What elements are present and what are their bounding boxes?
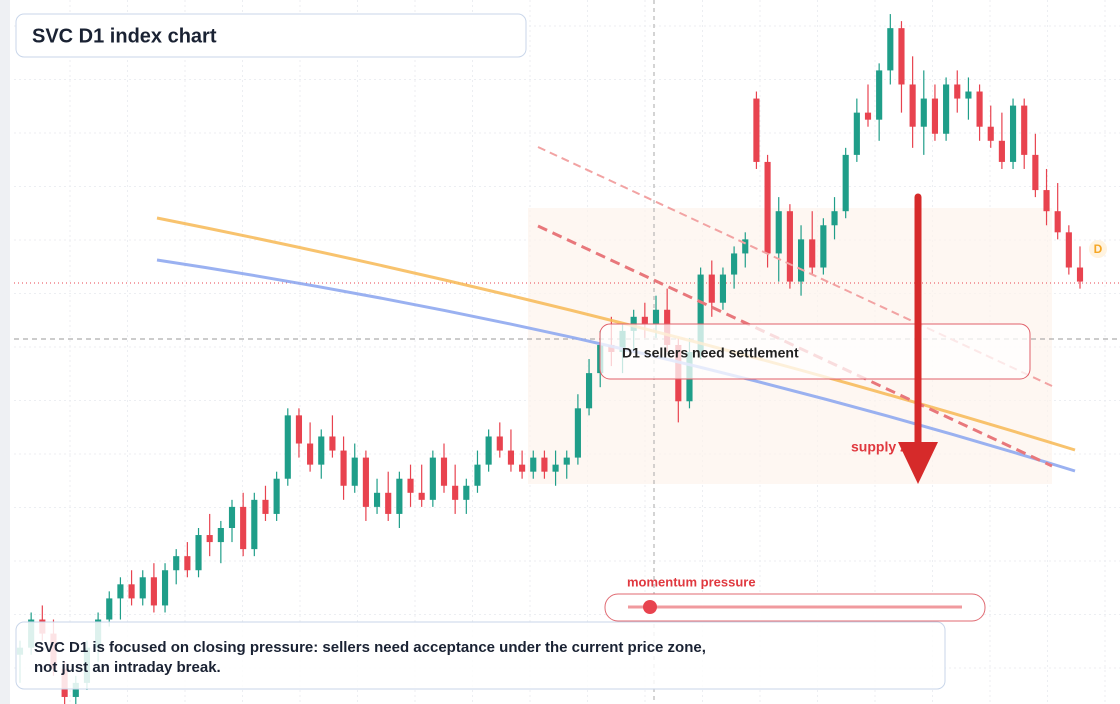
candle-body: [329, 436, 336, 451]
candle-body: [429, 457, 436, 500]
candle-body: [251, 499, 258, 550]
candle-body: [697, 274, 704, 352]
candle-body: [340, 450, 347, 486]
candle-body: [876, 70, 883, 120]
candle-body: [463, 485, 470, 500]
candle-body: [496, 436, 503, 451]
note-line: SVC D1 is focused on closing pressure: s…: [34, 639, 706, 656]
candle-body: [853, 112, 860, 155]
candle-body: [1043, 190, 1050, 212]
candle-body: [396, 478, 403, 514]
candle-body: [842, 154, 849, 212]
candle-body: [831, 211, 838, 226]
candle-body: [708, 274, 715, 303]
candle-body: [753, 98, 760, 162]
candle-body: [318, 436, 325, 465]
candle-body: [452, 485, 459, 500]
candle-body: [1032, 154, 1039, 191]
candle-body: [485, 436, 492, 465]
candle-body: [998, 140, 1005, 162]
candle-body: [284, 415, 291, 479]
candle-body: [1054, 211, 1061, 233]
candle-body: [954, 84, 961, 99]
candle-body: [909, 84, 916, 127]
candle-body: [719, 274, 727, 303]
candle-body: [574, 408, 581, 458]
left-edge: [0, 0, 10, 704]
candle-body: [173, 556, 180, 571]
marker-label: D: [1094, 242, 1103, 256]
candle-body: [987, 126, 994, 141]
candle-body: [161, 570, 169, 606]
candle-body: [139, 577, 146, 599]
candle-body: [273, 478, 280, 514]
candle-body: [228, 506, 236, 528]
marker-circle: [1089, 240, 1107, 258]
candle-body: [507, 450, 515, 465]
candle-body: [943, 84, 950, 134]
candle-body: [864, 112, 872, 120]
candle-body: [797, 239, 805, 282]
candle-body: [1076, 267, 1084, 282]
arrow-head: [898, 442, 938, 484]
candle-body: [72, 682, 79, 697]
candle-body: [563, 457, 570, 465]
candle-body: [195, 535, 202, 571]
candle-body: [418, 492, 425, 500]
candle-body: [976, 91, 983, 127]
candle-body: [184, 556, 191, 571]
candle-body: [898, 28, 905, 85]
candle-body: [295, 415, 303, 444]
candle-body: [351, 457, 358, 486]
candle-body: [474, 464, 481, 486]
callout-box: [599, 323, 1031, 380]
slider-thumb[interactable]: [643, 600, 657, 614]
candle-body: [440, 457, 448, 486]
callout-text: D1 sellers need settlement: [622, 345, 799, 361]
candle-body: [373, 492, 381, 507]
candle-body: [585, 373, 593, 409]
lower-dash: [537, 224, 1053, 468]
candle-body: [552, 464, 559, 472]
candle-body: [965, 91, 972, 99]
candle-body: [519, 464, 526, 472]
candle-body: [1021, 105, 1028, 155]
candle-body: [931, 98, 939, 134]
candle-body: [106, 598, 113, 620]
candle-body: [786, 211, 793, 282]
title-box: [15, 13, 527, 58]
candle-body: [920, 98, 927, 127]
candle-body: [150, 577, 157, 606]
note-line: not just an intraday break.: [34, 659, 221, 676]
candle-body: [407, 478, 414, 493]
candle-body: [887, 28, 894, 71]
candle-body: [530, 457, 537, 472]
title: SVC D1 index chart: [32, 25, 217, 47]
note-box: [15, 621, 946, 690]
candle-body: [262, 499, 269, 514]
candle-body: [775, 211, 782, 254]
candle-body: [541, 457, 548, 472]
candle-body: [128, 584, 135, 599]
candle-body: [641, 316, 648, 324]
candle-body: [1009, 105, 1017, 162]
candle-body: [764, 161, 771, 254]
candle-body: [385, 492, 392, 514]
candle-body: [240, 506, 247, 550]
slider-label: momentum pressure: [627, 574, 756, 589]
candle-body: [652, 309, 660, 324]
candle-body: [731, 253, 738, 275]
candle-body: [809, 239, 816, 268]
candle-body: [217, 528, 224, 543]
orange-curve: [156, 216, 1076, 452]
candle-body: [206, 535, 213, 543]
candle-body: [117, 584, 124, 599]
candle-body: [820, 225, 827, 268]
candle-body: [1065, 232, 1072, 268]
candle-body: [362, 457, 369, 507]
candle-body: [742, 239, 749, 254]
candle-body: [307, 443, 314, 465]
